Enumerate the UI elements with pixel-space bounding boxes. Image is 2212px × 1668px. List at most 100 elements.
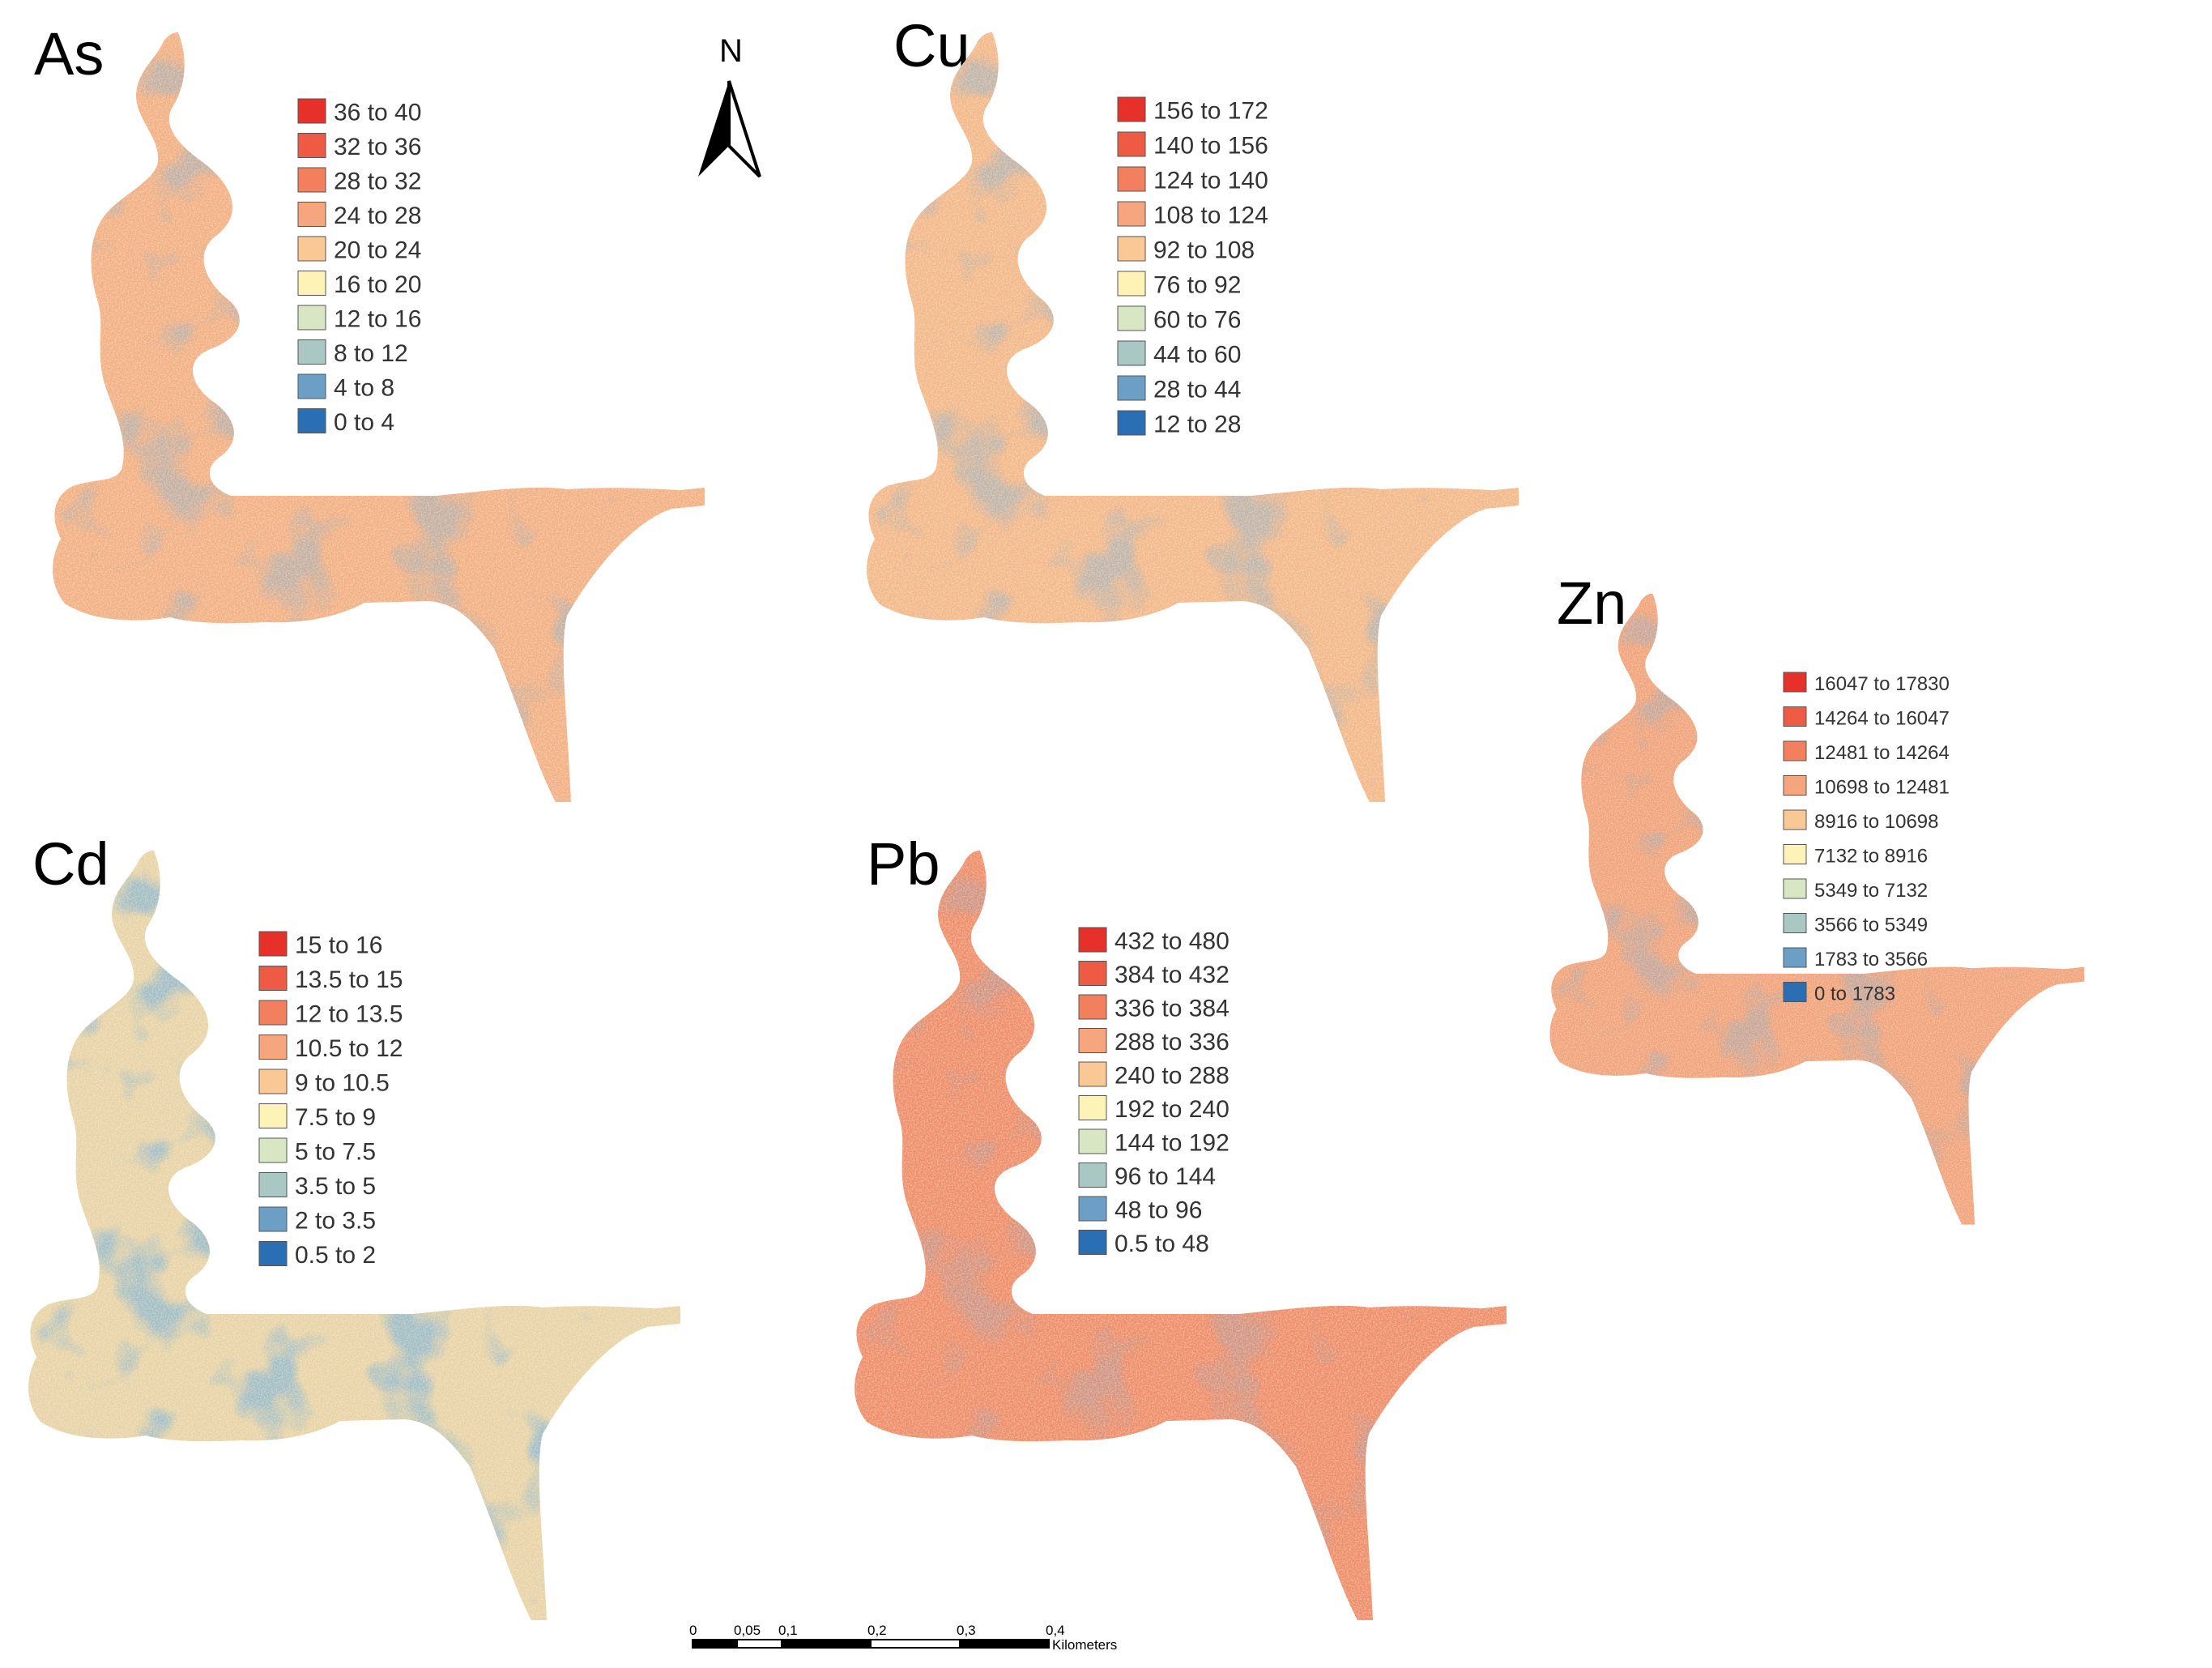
as-legend-label: 28 to 32 bbox=[334, 169, 421, 195]
pb-legend-label: 96 to 144 bbox=[1115, 1163, 1216, 1190]
cd-legend-swatch bbox=[258, 931, 288, 957]
cd-legend-swatch bbox=[258, 1172, 288, 1197]
cu-legend-label: 156 to 172 bbox=[1153, 98, 1268, 125]
as-legend-label: 32 to 36 bbox=[334, 134, 421, 160]
cu-legend-label: 12 to 28 bbox=[1153, 412, 1241, 438]
zn-legend: 16047 to 17830 14264 to 16047 12481 to 142… bbox=[1783, 672, 1950, 1005]
pb-legend-swatch bbox=[1078, 961, 1107, 986]
cu-legend-swatch bbox=[1117, 201, 1146, 227]
zn-legend-label: 8916 to 10698 bbox=[1814, 811, 1938, 833]
zn-legend-swatch bbox=[1783, 672, 1807, 693]
cu-legend-swatch bbox=[1117, 305, 1146, 331]
cd-legend-swatch bbox=[258, 1069, 288, 1094]
cd-legend: 15 to 16 13.5 to 15 12 to 13.5 10.5 to 12 9 … bbox=[258, 931, 403, 1269]
north-arrow-right-half bbox=[727, 80, 761, 178]
pb-legend: 432 to 480 384 to 432 336 to 384 288 to 336… bbox=[1078, 927, 1230, 1257]
cd-legend-label: 5 to 7.5 bbox=[295, 1139, 376, 1166]
pb-legend-swatch bbox=[1078, 1095, 1107, 1120]
as-legend-swatch bbox=[297, 167, 326, 193]
as-legend: 36 to 40 32 to 36 28 to 32 24 to 28 20 to 24… bbox=[297, 98, 421, 436]
scale-bar-segment bbox=[959, 1639, 1050, 1649]
cd-legend-label: 15 to 16 bbox=[295, 932, 382, 959]
cu-legend-label: 76 to 92 bbox=[1153, 272, 1241, 299]
as-legend-swatch bbox=[297, 271, 326, 296]
pb-legend-label: 384 to 432 bbox=[1115, 962, 1230, 988]
zn-legend-swatch bbox=[1783, 913, 1807, 933]
zn-legend-swatch bbox=[1783, 982, 1807, 1002]
zn-surface-lows bbox=[1549, 593, 2085, 1225]
as-legend-swatch bbox=[297, 373, 326, 399]
scale-bar-unit: Kilometers bbox=[1052, 1637, 1117, 1653]
scale-bar-segment bbox=[692, 1639, 738, 1649]
scale-bar-tick-label: 0,2 bbox=[867, 1623, 887, 1638]
cu-legend-swatch bbox=[1117, 410, 1146, 436]
pb-legend-swatch bbox=[1078, 1230, 1107, 1255]
cd-legend-swatch bbox=[258, 1000, 288, 1026]
cu-map-title: Cu bbox=[893, 12, 970, 79]
cu-legend-swatch bbox=[1117, 131, 1146, 157]
cd-legend-label: 12 to 13.5 bbox=[295, 1001, 403, 1028]
zn-legend-label: 14264 to 16047 bbox=[1814, 707, 1950, 729]
zn-legend-swatch bbox=[1783, 775, 1807, 796]
pb-legend-swatch bbox=[1078, 1128, 1107, 1154]
as-legend-swatch bbox=[297, 408, 326, 433]
cd-legend-label: 10.5 to 12 bbox=[295, 1035, 403, 1062]
cu-legend-swatch bbox=[1117, 166, 1146, 192]
cd-legend-swatch bbox=[258, 1035, 288, 1060]
as-legend-label: 8 to 12 bbox=[334, 340, 408, 367]
cu-map-panel: Cu 156 to 172 140 to 156 124 to 140 108 to … bbox=[867, 12, 1519, 802]
as-legend-label: 12 to 16 bbox=[334, 306, 421, 333]
zn-legend-label: 12481 to 14264 bbox=[1814, 742, 1950, 764]
zn-legend-swatch bbox=[1783, 706, 1807, 727]
pb-legend-label: 288 to 336 bbox=[1115, 1029, 1230, 1056]
cu-legend-label: 140 to 156 bbox=[1153, 133, 1268, 160]
cu-legend-swatch bbox=[1117, 271, 1146, 296]
as-legend-swatch bbox=[297, 305, 326, 331]
cd-legend-swatch bbox=[258, 966, 288, 991]
north-arrow-left-half bbox=[698, 81, 729, 177]
as-legend-label: 24 to 28 bbox=[334, 203, 421, 229]
zn-legend-swatch bbox=[1783, 809, 1807, 830]
cd-legend-label: 0.5 to 2 bbox=[295, 1242, 376, 1269]
pb-legend-label: 144 to 192 bbox=[1115, 1130, 1230, 1157]
zn-map-title: Zn bbox=[1557, 570, 1626, 637]
as-legend-swatch bbox=[297, 98, 326, 124]
scale-bar-segment bbox=[870, 1639, 961, 1649]
as-legend-label: 20 to 24 bbox=[334, 237, 421, 264]
as-map-title: As bbox=[34, 20, 104, 87]
cd-legend-swatch bbox=[258, 1103, 288, 1128]
cd-map-title: Cd bbox=[32, 830, 109, 898]
cd-legend-swatch bbox=[258, 1137, 288, 1163]
north-label: N bbox=[719, 33, 743, 69]
as-legend-label: 36 to 40 bbox=[334, 100, 421, 126]
as-legend-swatch bbox=[297, 339, 326, 365]
scale-bar-tick-label: 0,3 bbox=[957, 1623, 976, 1638]
zn-concentration-surface bbox=[1549, 593, 2085, 1225]
zn-legend-swatch bbox=[1783, 740, 1807, 761]
zn-legend-swatch bbox=[1783, 947, 1807, 968]
cu-legend-swatch bbox=[1117, 340, 1146, 366]
as-legend-swatch bbox=[297, 133, 326, 158]
pb-legend-swatch bbox=[1078, 927, 1107, 953]
scale-bar-tick-label: 0 bbox=[689, 1623, 697, 1638]
cd-legend-label: 13.5 to 15 bbox=[295, 966, 403, 993]
zn-map-panel: Zn 16047 to 17830 14264 to 16047 12481 to … bbox=[1549, 570, 2085, 1225]
cu-legend-label: 44 to 60 bbox=[1153, 342, 1241, 369]
zn-surface-speckle bbox=[1549, 593, 2085, 1225]
cd-legend-label: 2 to 3.5 bbox=[295, 1208, 376, 1235]
pb-legend-label: 192 to 240 bbox=[1115, 1096, 1230, 1123]
pb-legend-swatch bbox=[1078, 994, 1107, 1020]
zn-legend-swatch bbox=[1783, 844, 1807, 864]
scale-bar-tick-label: 0,1 bbox=[778, 1623, 798, 1638]
pb-legend-swatch bbox=[1078, 1196, 1107, 1222]
zn-legend-label: 7132 to 8916 bbox=[1814, 845, 1928, 867]
cd-map-panel: Cd 15 to 16 13.5 to 15 12 to 13.5 10.5 to 1… bbox=[28, 830, 680, 1620]
pb-legend-swatch bbox=[1078, 1061, 1107, 1087]
as-legend-label: 4 to 8 bbox=[334, 375, 394, 402]
north-arrow-icon: N bbox=[698, 33, 761, 178]
zn-surface-base bbox=[1549, 593, 2085, 1225]
zn-legend-label: 10698 to 12481 bbox=[1814, 776, 1950, 798]
pb-legend-label: 336 to 384 bbox=[1115, 996, 1230, 1022]
